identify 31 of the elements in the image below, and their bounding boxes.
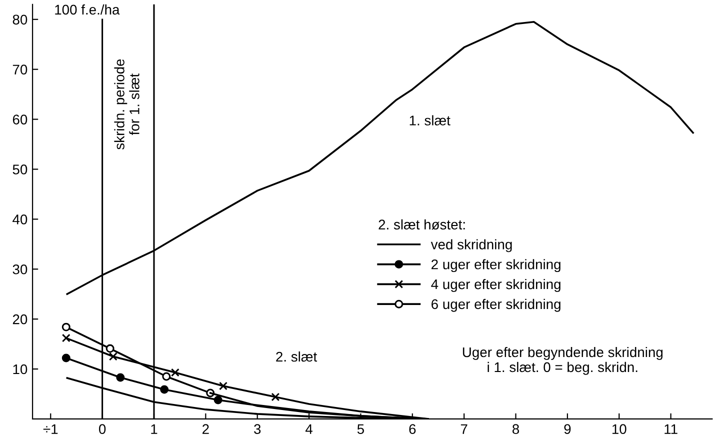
ref-line-label: skridn. periode for 1. slæt bbox=[114, 59, 140, 150]
x-tick-label: 3 bbox=[254, 424, 261, 434]
x-tick-label: 11 bbox=[664, 424, 678, 434]
x-tick-label: 8 bbox=[512, 424, 520, 434]
x-tick-label: 7 bbox=[460, 424, 468, 434]
annotation: 2. slæt bbox=[276, 351, 318, 362]
x-tick-label: 0 bbox=[98, 424, 106, 434]
x-tick-label: 9 bbox=[564, 424, 571, 434]
x-tick-label: 6 bbox=[409, 424, 416, 434]
x-tick-label: 2 bbox=[202, 424, 209, 434]
series-label: 1. slæt bbox=[410, 115, 450, 126]
legend-label: 6 uger efter skridning bbox=[432, 298, 560, 312]
x-tick-label: ÷1 bbox=[43, 424, 58, 434]
legend-label: 4 uger efter skridning bbox=[431, 278, 560, 292]
legend-label: ved skridning bbox=[430, 239, 512, 252]
legend-label: 2 uger efter skridning bbox=[432, 259, 560, 272]
x-axis-title: Uger efter begyndende skridning i 1. slæt. 0 = beg. skridn. bbox=[462, 346, 663, 375]
y-tick-label: 50 bbox=[12, 164, 28, 174]
x-tick-label: 5 bbox=[357, 424, 364, 434]
x-tick-label: 10 bbox=[612, 424, 626, 434]
x-tick-label: 1 bbox=[151, 424, 158, 434]
y-tick-label: 80 bbox=[12, 14, 28, 25]
y-tick-label: 60 bbox=[12, 114, 28, 124]
y-tick-label: 30 bbox=[12, 264, 28, 274]
x-tick-label: 4 bbox=[305, 424, 312, 434]
y-tick-label: 10 bbox=[13, 364, 28, 374]
y-tick-label: 20 bbox=[12, 314, 28, 324]
y-axis-title: 100 f.e./ha bbox=[55, 4, 120, 15]
legend-title: 2. slæt høstet: bbox=[378, 219, 465, 230]
y-tick-label: 70 bbox=[12, 64, 28, 75]
y-tick-label: 40 bbox=[12, 214, 28, 224]
